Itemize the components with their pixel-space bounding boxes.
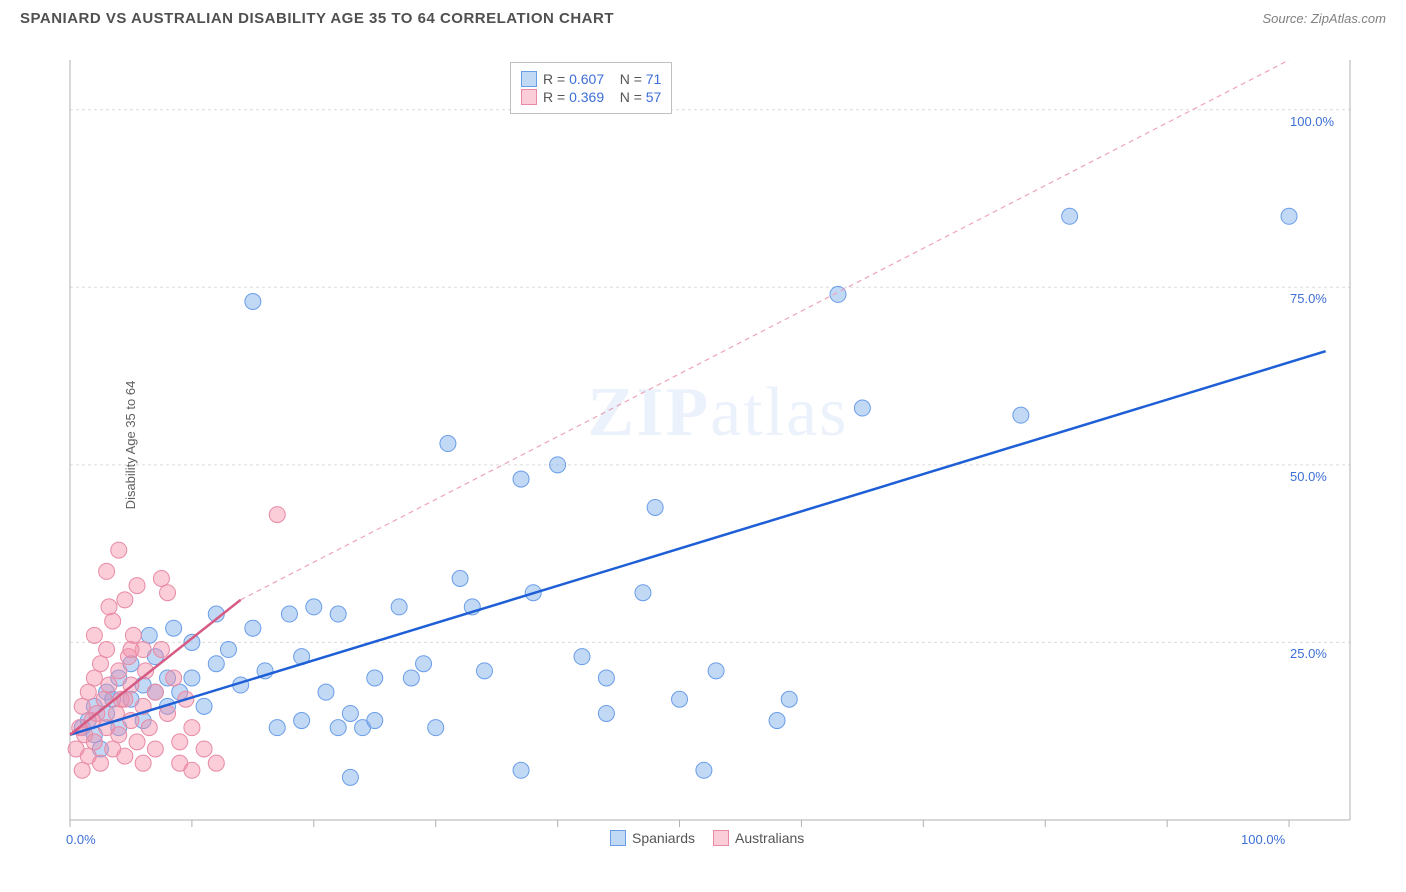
chart-area: Disability Age 35 to 64 ZIPatlas R = 0.6… <box>50 50 1386 840</box>
source-prefix: Source: <box>1262 11 1310 26</box>
chart-header: SPANIARD VS AUSTRALIAN DISABILITY AGE 35… <box>0 0 1406 32</box>
series-legend: Spaniards Australians <box>610 830 804 846</box>
y-tick-label: 75.0% <box>1290 291 1327 306</box>
legend-swatch <box>521 71 537 87</box>
legend-swatch <box>521 89 537 105</box>
x-tick-label: 0.0% <box>66 832 96 847</box>
legend-item: Spaniards <box>610 830 695 846</box>
y-tick-label: 100.0% <box>1290 114 1334 129</box>
legend-row: R = 0.369 N = 57 <box>521 89 661 105</box>
legend-label: Spaniards <box>632 830 695 846</box>
y-tick-label: 25.0% <box>1290 646 1327 661</box>
legend-stats: R = 0.607 N = 71 <box>543 71 661 87</box>
legend-swatch <box>713 830 729 846</box>
legend-label: Australians <box>735 830 804 846</box>
legend-swatch <box>610 830 626 846</box>
legend-row: R = 0.607 N = 71 <box>521 71 661 87</box>
correlation-legend: R = 0.607 N = 71 R = 0.369 N = 57 <box>510 62 672 114</box>
source-attribution: Source: ZipAtlas.com <box>1262 11 1386 26</box>
legend-item: Australians <box>713 830 804 846</box>
source-name: ZipAtlas.com <box>1311 11 1386 26</box>
chart-title: SPANIARD VS AUSTRALIAN DISABILITY AGE 35… <box>20 10 614 27</box>
x-tick-label: 100.0% <box>1241 832 1285 847</box>
y-tick-label: 50.0% <box>1290 469 1327 484</box>
scatter-plot <box>50 50 1390 860</box>
legend-stats: R = 0.369 N = 57 <box>543 89 661 105</box>
